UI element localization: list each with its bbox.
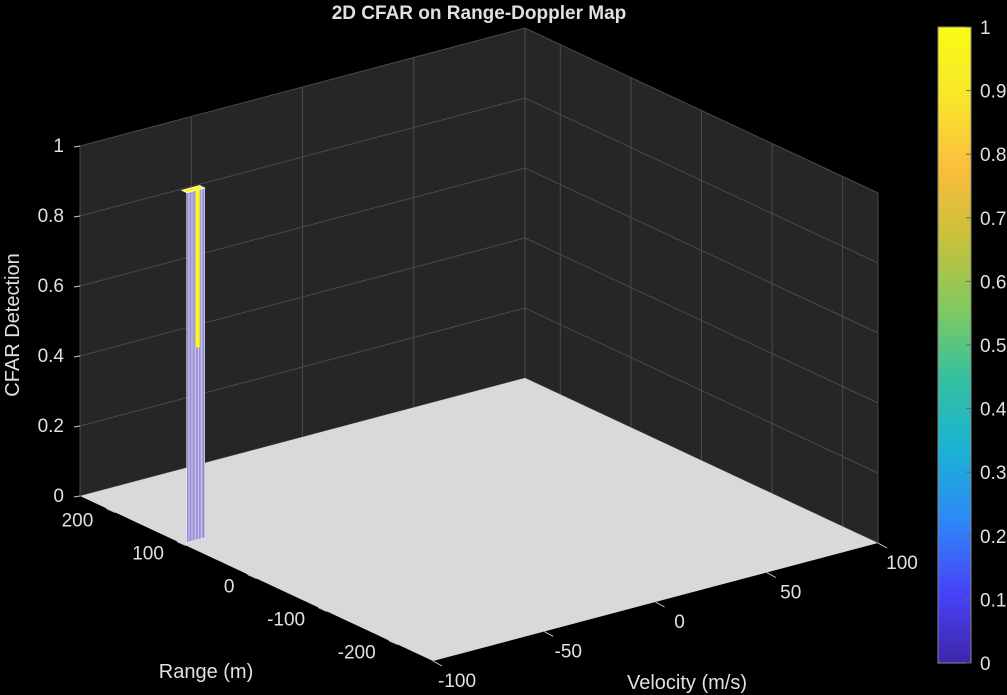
range-tick-mark xyxy=(317,607,328,612)
z-tick-mark xyxy=(73,495,81,498)
z-tick-mark xyxy=(73,145,81,148)
velocity-tick-label: -100 xyxy=(438,671,476,692)
z-tick-mark xyxy=(73,285,81,288)
colorbar-tick-label: 0.9 xyxy=(980,82,1006,103)
range-tick-mark xyxy=(388,640,398,645)
range-tick-mark xyxy=(176,541,187,546)
velocity-tick-mark xyxy=(655,601,665,608)
colorbar-tick-label: 0.2 xyxy=(980,527,1006,548)
detection-surface xyxy=(180,185,206,544)
colorbar-tick-label: 0.6 xyxy=(980,272,1006,293)
colorbar-tick-label: 0.8 xyxy=(980,145,1006,166)
grid-lines xyxy=(79,27,879,544)
tick-labels: 0 0.2 0.4 0.6 0.8 1 -200 -100 0 100 200 -100 -50 0 50 1… xyxy=(38,136,918,692)
colorbar-ticks: 0 0.1 0.2 0.3 0.4 0.5 0.6 0.7 0.8 0.9 1 xyxy=(966,18,1007,675)
z-tick-label: 1 xyxy=(53,136,64,157)
range-tick-mark xyxy=(106,508,116,513)
z-tick-label: 0 xyxy=(53,486,64,507)
velocity-tick-mark xyxy=(877,542,888,549)
colorbar-tick-label: 0.1 xyxy=(980,590,1006,611)
colorbar-tick-label: 0.5 xyxy=(980,336,1006,357)
range-tick-mark xyxy=(247,574,257,579)
z-tick-label: 0.4 xyxy=(38,346,65,367)
velocity-tick-mark xyxy=(766,572,776,578)
colorbar-tick-label: 0.4 xyxy=(980,400,1007,421)
velocity-tick-mark xyxy=(432,660,443,667)
y-axis-label: Range (m) xyxy=(159,661,253,683)
velocity-tick-label: -50 xyxy=(555,642,582,663)
velocity-tick-label: 100 xyxy=(886,553,918,574)
colorbar: 0 0.1 0.2 0.3 0.4 0.5 0.6 0.7 0.8 0.9 1 xyxy=(937,18,1007,675)
velocity-tick-mark xyxy=(544,631,554,637)
range-tick-label: -200 xyxy=(338,643,376,664)
range-tick-label: -100 xyxy=(267,610,305,631)
chart-title: 2D CFAR on Range-Doppler Map xyxy=(332,3,627,24)
z-tick-label: 0.2 xyxy=(38,416,64,437)
colorbar-gradient xyxy=(937,26,972,664)
colorbar-tick-label: 0.7 xyxy=(980,209,1006,230)
x-axis-label: Velocity (m/s) xyxy=(627,672,747,694)
z-tick-mark xyxy=(73,355,81,358)
floor-plane xyxy=(80,378,878,661)
range-tick-label: 200 xyxy=(62,511,94,532)
colorbar-tick-label: 0 xyxy=(980,654,991,675)
range-tick-label: 0 xyxy=(224,577,235,598)
velocity-tick-label: 50 xyxy=(780,583,801,604)
z-tick-mark xyxy=(73,215,81,218)
z-tick-mark xyxy=(73,425,81,428)
range-tick-label: 100 xyxy=(132,544,164,565)
z-axis-label: CFAR Detection xyxy=(2,253,24,396)
colorbar-tick-label: 0.3 xyxy=(980,463,1006,484)
detection-top xyxy=(180,185,206,194)
colorbar-tick-label: 1 xyxy=(980,18,991,39)
z-tick-label: 0.8 xyxy=(38,206,64,227)
detection-face xyxy=(202,187,206,539)
velocity-tick-label: 0 xyxy=(674,612,685,633)
z-tick-label: 0.6 xyxy=(38,276,64,297)
floor-surface xyxy=(80,378,878,661)
